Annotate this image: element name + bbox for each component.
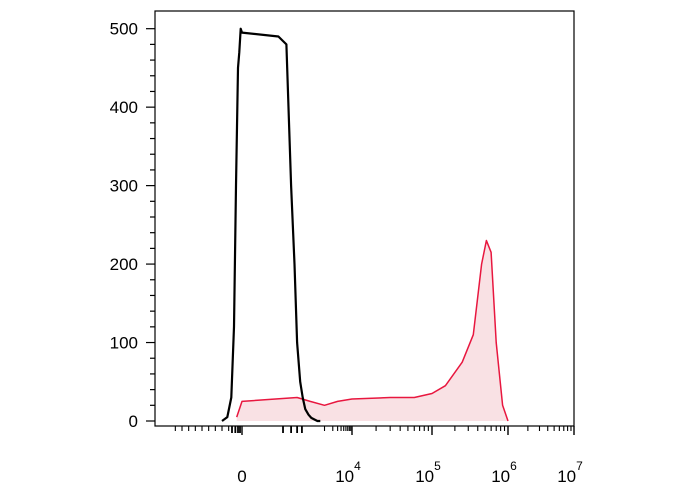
x-tick-label: 106 [491,459,517,486]
x-axis: 0 104 105 106 107 [174,426,583,486]
y-tick-label: 0 [129,412,138,431]
series-line [235,239,509,422]
series-area [236,240,508,421]
y-tick-label: 500 [110,20,138,39]
plot-frame [154,10,575,427]
x-tick-label: 107 [557,459,583,486]
x-tick-label: 105 [415,459,441,486]
y-tick-label: 400 [110,98,138,117]
y-tick-label: 200 [110,255,138,274]
series-line [221,27,321,423]
x-tick-label: 104 [335,459,361,486]
y-tick-label: 100 [110,334,138,353]
y-axis: 0 100 200 300 400 500 [110,20,155,431]
x-tick-label: 0 [237,467,246,486]
series-layer [221,27,509,423]
y-tick-label: 300 [110,177,138,196]
